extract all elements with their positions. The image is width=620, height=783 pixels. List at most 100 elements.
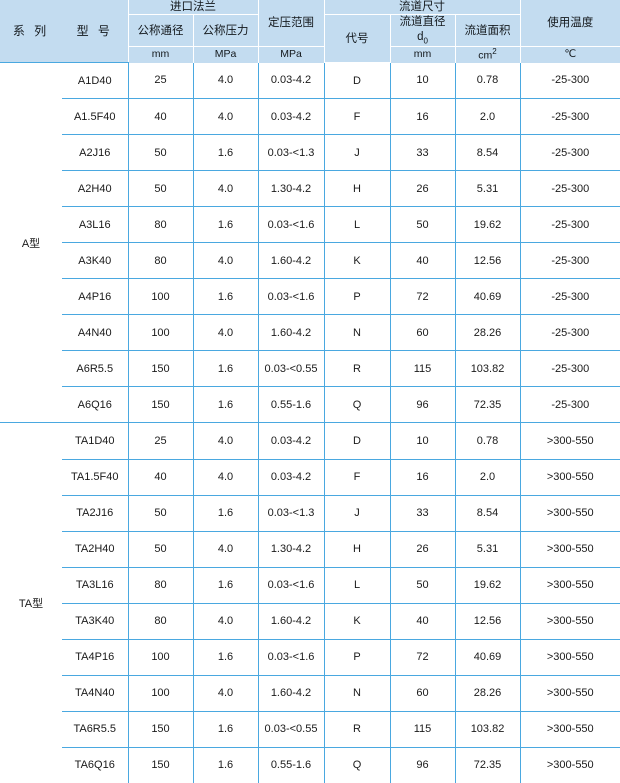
cell-operating-temperature: >300-550 [520, 459, 620, 496]
cell-operating-temperature: -25-300 [520, 314, 620, 352]
cell-model: TA4N40 [62, 675, 129, 712]
cell-set-pressure-range: 0.03-<1.6 [258, 639, 325, 676]
cell-nominal-diameter: 40 [128, 98, 194, 136]
cell-channel-diameter: 50 [390, 567, 456, 604]
cell-nominal-pressure: 4.0 [193, 170, 259, 208]
table-row: TA6R5.5 150 1.6 0.03-<0.55 R 115 103.82 >300-55… [0, 711, 620, 748]
cell-set-pressure-range: 1.60-4.2 [258, 314, 325, 352]
cell-channel-area: 8.54 [455, 134, 521, 172]
cell-model: A4N40 [62, 314, 129, 352]
cell-nominal-diameter: 50 [128, 495, 194, 532]
cell-channel-area: 103.82 [455, 350, 521, 388]
header-set-pressure-range: 定压范围 [258, 0, 325, 48]
cell-operating-temperature: -25-300 [520, 206, 620, 244]
table-row: A3K40 80 4.0 1.60-4.2 K 40 12.56 -25-300 [0, 242, 620, 280]
cell-code: Q [324, 386, 391, 424]
cell-channel-area: 40.69 [455, 278, 521, 316]
cell-operating-temperature: >300-550 [520, 567, 620, 604]
cell-channel-diameter: 40 [390, 603, 456, 640]
cell-nominal-pressure: 4.0 [193, 531, 259, 568]
cell-nominal-pressure: 4.0 [193, 242, 259, 280]
header-row-units: mm MPa MPa mm cm2 ℃ [0, 46, 620, 63]
header-nominal-diameter: 公称通径 [128, 14, 194, 48]
header-channel-diameter-subscript: 0 [423, 36, 428, 46]
table-row: A2H40 50 4.0 1.30-4.2 H 26 5.31 -25-300 [0, 170, 620, 208]
cell-channel-diameter: 60 [390, 675, 456, 712]
cell-nominal-diameter: 40 [128, 459, 194, 496]
table-row: TA3L16 80 1.6 0.03-<1.6 L 50 19.62 >300-550 [0, 567, 620, 604]
cell-model: A3K40 [62, 242, 129, 280]
cell-channel-diameter: 60 [390, 314, 456, 352]
cell-nominal-pressure: 4.0 [193, 422, 259, 460]
table-row: TA3K40 80 4.0 1.60-4.2 K 40 12.56 >300-550 [0, 603, 620, 640]
cell-channel-area: 28.26 [455, 675, 521, 712]
cell-channel-area: 72.35 [455, 386, 521, 424]
header-operating-temperature: 使用温度 [520, 0, 620, 48]
unit-channel-area-exponent: 2 [492, 47, 497, 57]
cell-set-pressure-range: 0.03-<0.55 [258, 711, 325, 748]
cell-operating-temperature: -25-300 [520, 278, 620, 316]
table-row: TA型 TA1D40 25 4.0 0.03-4.2 D 10 0.78 >300-550 [0, 422, 620, 610]
unit-channel-diameter: mm [390, 46, 456, 63]
cell-set-pressure-range: 0.55-1.6 [258, 747, 325, 783]
cell-nominal-pressure: 4.0 [193, 675, 259, 712]
cell-nominal-diameter: 100 [128, 639, 194, 676]
cell-channel-area: 12.56 [455, 603, 521, 640]
cell-channel-diameter: 10 [390, 422, 456, 460]
unit-channel-area: cm2 [455, 46, 521, 63]
cell-operating-temperature: >300-550 [520, 531, 620, 568]
cell-model: A2J16 [62, 134, 129, 172]
cell-nominal-diameter: 100 [128, 675, 194, 712]
cell-set-pressure-range: 0.03-4.2 [258, 422, 325, 460]
cell-operating-temperature: -25-300 [520, 242, 620, 280]
cell-code: R [324, 350, 391, 388]
cell-model: TA2J16 [62, 495, 129, 532]
header-channel-diameter: 流道直径 d0 [390, 14, 456, 48]
cell-nominal-pressure: 1.6 [193, 134, 259, 172]
cell-operating-temperature: >300-550 [520, 603, 620, 640]
cell-channel-diameter: 72 [390, 278, 456, 316]
cell-nominal-diameter: 150 [128, 386, 194, 424]
cell-set-pressure-range: 1.60-4.2 [258, 242, 325, 280]
cell-set-pressure-range: 0.03-<0.55 [258, 350, 325, 388]
table-row: TA2J16 50 1.6 0.03-<1.3 J 33 8.54 >300-550 [0, 495, 620, 532]
table-row: A6Q16 150 1.6 0.55-1.6 Q 96 72.35 -25-300 [0, 386, 620, 424]
cell-set-pressure-range: 0.03-<1.3 [258, 134, 325, 172]
cell-code: K [324, 242, 391, 280]
cell-code: N [324, 314, 391, 352]
cell-channel-diameter: 26 [390, 531, 456, 568]
cell-code: H [324, 170, 391, 208]
cell-channel-diameter: 33 [390, 134, 456, 172]
unit-set-pressure-range: MPa [258, 46, 325, 63]
cell-code: R [324, 711, 391, 748]
cell-operating-temperature: -25-300 [520, 350, 620, 388]
cell-nominal-diameter: 80 [128, 603, 194, 640]
table-row: A4P16 100 1.6 0.03-<1.6 P 72 40.69 -25-300 [0, 278, 620, 316]
cell-nominal-diameter: 50 [128, 531, 194, 568]
table-row: TA2H40 50 4.0 1.30-4.2 H 26 5.31 >300-550 [0, 531, 620, 568]
cell-code: J [324, 495, 391, 532]
table-row: TA6Q16 150 1.6 0.55-1.6 Q 96 72.35 >300-550 [0, 747, 620, 783]
cell-set-pressure-range: 1.60-4.2 [258, 675, 325, 712]
header-series: 系 列 [0, 0, 62, 64]
cell-nominal-pressure: 4.0 [193, 603, 259, 640]
header-code: 代号 [324, 14, 391, 64]
cell-model: TA3K40 [62, 603, 129, 640]
cell-channel-area: 19.62 [455, 567, 521, 604]
cell-model: TA6R5.5 [62, 711, 129, 748]
cell-operating-temperature: -25-300 [520, 62, 620, 100]
table-row: TA1.5F40 40 4.0 0.03-4.2 F 16 2.0 >300-550 [0, 459, 620, 496]
cell-nominal-diameter: 80 [128, 242, 194, 280]
cell-channel-area: 103.82 [455, 711, 521, 748]
cell-set-pressure-range: 0.03-<1.6 [258, 278, 325, 316]
cell-channel-diameter: 16 [390, 459, 456, 496]
cell-set-pressure-range: 0.03-<1.3 [258, 495, 325, 532]
cell-nominal-pressure: 1.6 [193, 278, 259, 316]
cell-model: TA1D40 [62, 422, 129, 460]
cell-model: A4P16 [62, 278, 129, 316]
cell-nominal-pressure: 4.0 [193, 98, 259, 136]
cell-channel-diameter: 26 [390, 170, 456, 208]
series-label-2: TA型 [18, 598, 44, 611]
cell-nominal-diameter: 50 [128, 134, 194, 172]
cell-model: A3L16 [62, 206, 129, 244]
